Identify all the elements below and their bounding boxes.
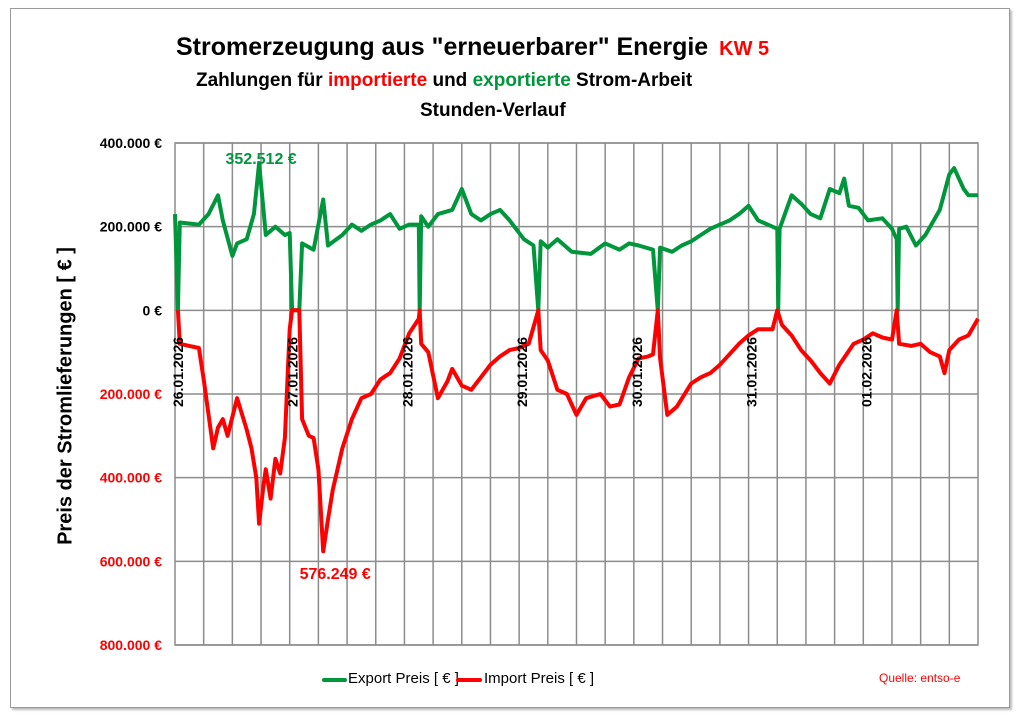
chart-subtitle-2: Stunden-Verlauf xyxy=(420,100,566,121)
y-tick-label: 400.000 € xyxy=(100,135,162,151)
x-tick-label: 28.01.2026 xyxy=(399,337,415,407)
series-line-import xyxy=(175,308,980,554)
x-tick-label: 01.02.2026 xyxy=(858,337,874,407)
legend-label-export: Export Preis [ € ] xyxy=(348,670,459,687)
chart-subtitle: Zahlungen für importierte und exportiert… xyxy=(196,70,692,92)
y-tick-label: 200.000 € xyxy=(100,386,162,402)
y-tick-label: 0 € xyxy=(143,302,163,318)
subtitle-part: Strom-Arbeit xyxy=(570,70,693,91)
x-tick-label: 27.01.2026 xyxy=(285,337,301,407)
x-tick-label: 26.01.2026 xyxy=(170,337,186,407)
y-tick-label: 400.000 € xyxy=(100,470,162,486)
chart-title: Stromerzeugung aus "erneuerbarer" Energi… xyxy=(176,33,769,62)
annotation-import-max: 576.249 € xyxy=(300,566,371,583)
x-tick-label: 31.01.2026 xyxy=(744,337,760,407)
subtitle-part: und xyxy=(427,70,473,91)
series-line-export xyxy=(173,161,978,313)
title-text: Stromerzeugung aus "erneuerbarer" Energi… xyxy=(176,33,709,61)
legend-swatch-import xyxy=(456,678,482,682)
subtitle-import: importierte xyxy=(327,70,428,91)
chart-frame xyxy=(10,8,1010,708)
annotation-export-max: 352.512 € xyxy=(226,151,297,168)
legend-label-import: Import Preis [ € ] xyxy=(484,670,595,687)
title-week-tag: KW 5 xyxy=(719,38,770,60)
source-note: Quelle: entso-e xyxy=(879,671,961,685)
subtitle-export: exportierte xyxy=(472,70,571,91)
y-tick-label: 800.000 € xyxy=(100,637,162,653)
subtitle-part: Zahlungen für xyxy=(196,70,328,91)
legend-swatch-export xyxy=(322,678,347,682)
y-tick-label: 600.000 € xyxy=(100,553,162,569)
x-tick-label: 30.01.2026 xyxy=(629,337,645,407)
y-tick-label: 200.000 € xyxy=(100,219,162,235)
x-tick-label: 29.01.2026 xyxy=(514,337,530,407)
